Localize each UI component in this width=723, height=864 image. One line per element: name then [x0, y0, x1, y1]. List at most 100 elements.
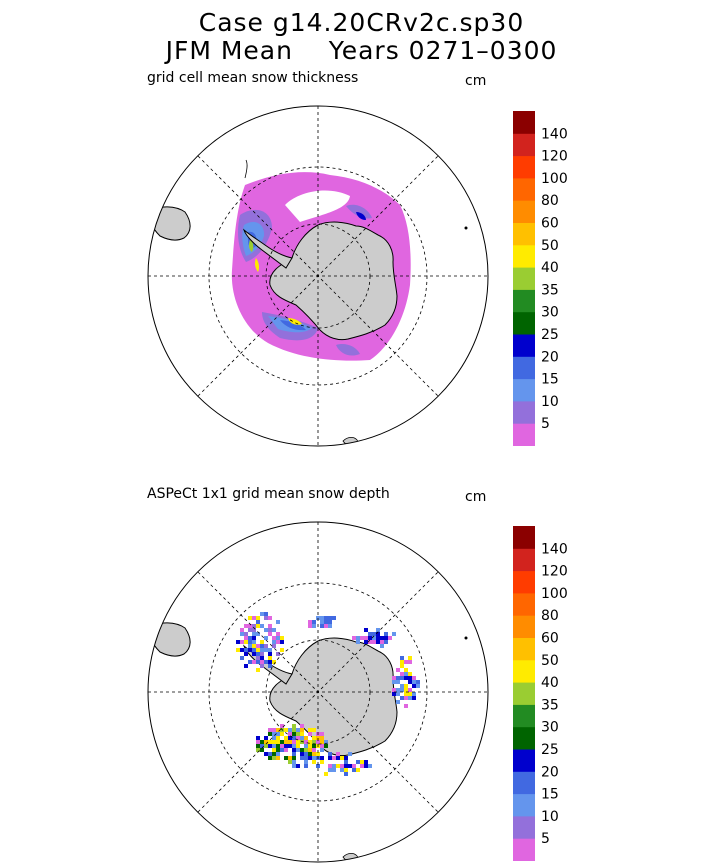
obs-grid-cell: [396, 676, 400, 680]
obs-grid-cell: [380, 640, 384, 644]
obs-grid-cell: [256, 740, 260, 744]
obs-grid-cell: [292, 752, 296, 756]
obs-grid-cell: [244, 624, 248, 628]
obs-grid-cell: [256, 620, 260, 624]
obs-grid-cell: [288, 736, 292, 740]
obs-grid-cell: [288, 760, 292, 764]
obs-grid-cell: [268, 632, 272, 636]
obs-grid-cell: [268, 756, 272, 760]
obs-grid-cell: [304, 740, 308, 744]
colorbar-swatch: [513, 400, 535, 424]
map-border: [147, 105, 489, 447]
obs-grid-cell: [248, 648, 252, 652]
obs-grid-cell: [320, 740, 324, 744]
obs-grid-cell: [340, 768, 344, 772]
obs-grid-cell: [400, 676, 404, 680]
colorbar-swatch: [513, 815, 535, 839]
obs-grid-cell: [264, 660, 268, 664]
obs-grid-cell: [416, 684, 420, 688]
obs-grid-cell: [368, 636, 372, 640]
obs-grid-cell: [280, 748, 284, 752]
obs-grid-cell: [256, 648, 260, 652]
obs-grid-cell: [368, 632, 372, 636]
colorbar-swatch: [513, 637, 535, 661]
obs-grid-cell: [376, 628, 380, 632]
obs-grid-cell: [352, 768, 356, 772]
obs-grid-cell: [276, 756, 280, 760]
colorbar-swatch: [513, 793, 535, 817]
obs-grid-cell: [300, 732, 304, 736]
obs-grid-cell: [344, 772, 348, 776]
obs-grid-cell: [312, 728, 316, 732]
obs-grid-cell: [276, 736, 280, 740]
obs-grid-cell: [248, 644, 252, 648]
obs-grid-cell: [280, 732, 284, 736]
graticule: [148, 106, 488, 446]
obs-grid-cell: [276, 748, 280, 752]
obs-grid-cell: [288, 732, 292, 736]
obs-grid-cell: [300, 736, 304, 740]
obs-grid-cell: [328, 616, 332, 620]
panel1-unit: cm: [465, 73, 487, 89]
obs-grid-cell: [276, 740, 280, 744]
obs-grid-cell: [408, 660, 412, 664]
obs-grid-cell: [260, 656, 264, 660]
obs-grid-cell: [280, 648, 284, 652]
obs-grid-cell: [260, 624, 264, 628]
obs-grid-cell: [344, 768, 348, 772]
obs-grid-cell: [408, 688, 412, 692]
obs-grid-cell: [260, 748, 264, 752]
obs-grid-cell: [356, 640, 360, 644]
obs-grid-cell: [308, 732, 312, 736]
obs-grid-cell: [368, 764, 372, 768]
obs-grid-cell: [288, 728, 292, 732]
colorbar-swatch: [513, 704, 535, 728]
colorbar-tick-label: 35: [541, 697, 559, 713]
obs-grid-cell: [324, 624, 328, 628]
obs-grid-cell: [304, 744, 308, 748]
colorbar-top: 5 10 15 20 25 30 35 40 50 60 80 100 120 140: [513, 111, 568, 446]
obs-grid-cell: [244, 632, 248, 636]
obs-grid-cell: [256, 660, 260, 664]
obs-grid-cell: [260, 744, 264, 748]
obs-grid-cell: [364, 764, 368, 768]
obs-grid-cell: [376, 636, 380, 640]
obs-grid-cell: [328, 752, 332, 756]
obs-grid-cell: [252, 628, 256, 632]
obs-grid-cell: [252, 660, 256, 664]
colorbar-tick-label: 60: [541, 631, 559, 647]
obs-grid-cell: [248, 624, 252, 628]
colorbar-swatch: [513, 378, 535, 402]
graticule: [148, 522, 488, 862]
obs-grid-cell: [304, 764, 308, 768]
obs-grid-cell: [256, 736, 260, 740]
obs-grid-cell: [268, 660, 272, 664]
obs-grid-cell: [276, 728, 280, 732]
colorbar-swatch: [513, 838, 535, 861]
colorbar-tick-label: 40: [541, 260, 559, 276]
colorbar-swatch: [513, 111, 535, 134]
obs-grid-cell: [300, 724, 304, 728]
obs-grid-cell: [412, 696, 416, 700]
obs-grid-cell: [312, 740, 316, 744]
colorbar-swatch: [513, 749, 535, 772]
obs-grid-cell: [360, 636, 364, 640]
colorbar-tick-label: 100: [541, 171, 568, 187]
obs-grid-cell: [304, 736, 308, 740]
obs-grid-cell: [328, 624, 332, 628]
obs-grid-cell: [320, 732, 324, 736]
figure-title-line1: Case g14.20CRv2c.sp30: [0, 8, 723, 37]
obs-pixel-layer: [236, 612, 420, 776]
obs-grid-cell: [296, 744, 300, 748]
obs-grid-cell: [256, 744, 260, 748]
obs-grid-cell: [268, 624, 272, 628]
obs-grid-cell: [240, 640, 244, 644]
obs-grid-cell: [296, 732, 300, 736]
obs-grid-cell: [268, 740, 272, 744]
obs-grid-cell: [344, 756, 348, 760]
obs-grid-cell: [292, 732, 296, 736]
obs-grid-cell: [328, 764, 332, 768]
colorbar-swatch: [513, 222, 535, 246]
obs-grid-cell: [384, 640, 388, 644]
obs-grid-cell: [244, 636, 248, 640]
